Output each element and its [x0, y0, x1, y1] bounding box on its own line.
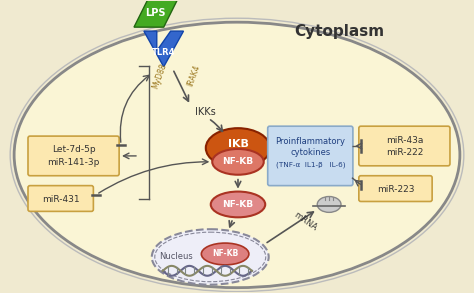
Ellipse shape: [212, 149, 264, 175]
Ellipse shape: [14, 22, 460, 288]
FancyBboxPatch shape: [359, 126, 450, 166]
Ellipse shape: [201, 243, 249, 265]
Text: IKKs: IKKs: [195, 107, 216, 117]
Text: IRAK4: IRAK4: [185, 64, 201, 88]
Text: Let-7d-5p: Let-7d-5p: [52, 145, 95, 154]
Ellipse shape: [317, 197, 341, 212]
Text: mRNA: mRNA: [292, 210, 319, 232]
Ellipse shape: [211, 192, 265, 217]
Ellipse shape: [206, 128, 270, 168]
Text: Proinflammatory: Proinflammatory: [275, 137, 345, 146]
Text: (TNF-α  IL1-β   IL-6): (TNF-α IL1-β IL-6): [275, 161, 345, 168]
Text: Cytoplasm: Cytoplasm: [294, 24, 384, 39]
Text: NF-KB: NF-KB: [212, 249, 238, 258]
Text: miR-222: miR-222: [386, 149, 423, 157]
Text: Nucleus: Nucleus: [159, 253, 192, 261]
Text: IKB: IKB: [228, 139, 248, 149]
Text: cytokines: cytokines: [290, 149, 330, 157]
Polygon shape: [144, 31, 183, 67]
Text: miR-141-3p: miR-141-3p: [47, 158, 100, 167]
Text: LPS: LPS: [146, 8, 166, 18]
Polygon shape: [134, 0, 178, 27]
FancyBboxPatch shape: [359, 176, 432, 202]
Text: MyD88: MyD88: [151, 62, 169, 90]
Text: NF-KB: NF-KB: [222, 200, 254, 209]
FancyBboxPatch shape: [268, 126, 353, 186]
Text: miR-431: miR-431: [42, 195, 80, 204]
FancyBboxPatch shape: [28, 136, 119, 176]
Text: miR-43a: miR-43a: [386, 136, 423, 144]
Ellipse shape: [152, 229, 269, 285]
FancyBboxPatch shape: [28, 186, 93, 211]
Text: miR-223: miR-223: [377, 185, 414, 194]
Text: NF-KB: NF-KB: [222, 157, 254, 166]
Text: TLR4: TLR4: [152, 48, 175, 57]
